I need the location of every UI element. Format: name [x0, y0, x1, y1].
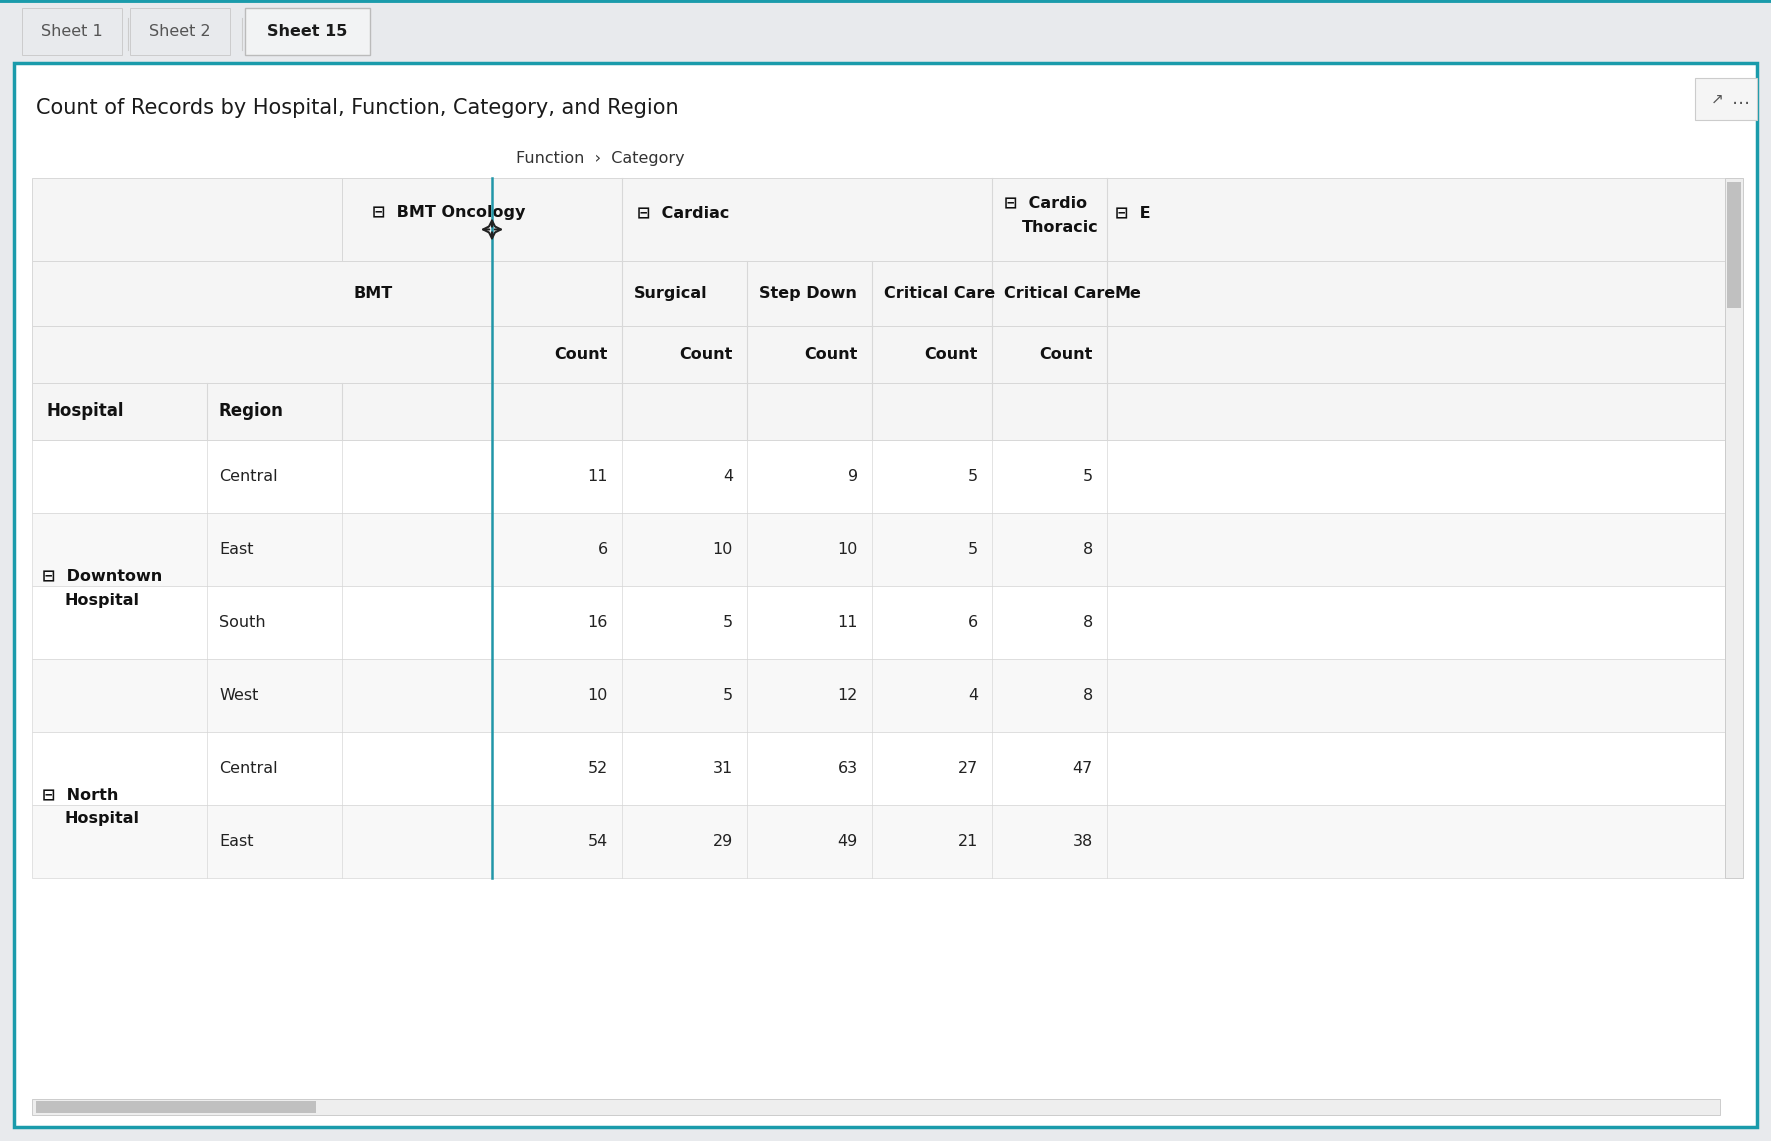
Text: Thoracic: Thoracic	[1022, 220, 1098, 235]
Bar	[32, 178, 342, 261]
Bar	[342, 178, 1725, 261]
Text: West: West	[220, 688, 259, 703]
Text: 6: 6	[599, 542, 607, 557]
Bar	[32, 383, 1725, 440]
Text: Function  ›  Category: Function › Category	[515, 151, 684, 165]
Text: 54: 54	[588, 834, 607, 849]
Bar	[1727, 183, 1741, 308]
Bar	[32, 326, 1725, 383]
Text: 63: 63	[838, 761, 857, 776]
Bar	[0, 0, 1771, 55]
Text: East: East	[220, 834, 253, 849]
Text: 29: 29	[712, 834, 733, 849]
Text: 4: 4	[969, 688, 978, 703]
Text: Critical Care: Critical Care	[1004, 286, 1116, 301]
Text: 52: 52	[588, 761, 607, 776]
Text: 21: 21	[958, 834, 978, 849]
Bar	[1725, 178, 1743, 879]
Text: 5: 5	[969, 542, 978, 557]
Text: ⊟  North: ⊟ North	[43, 787, 119, 802]
Text: Central: Central	[220, 469, 278, 484]
Bar	[32, 733, 1725, 806]
Bar	[32, 1099, 1720, 1115]
Text: ↗: ↗	[1711, 91, 1723, 106]
Text: 5: 5	[723, 615, 733, 630]
Text: 8: 8	[1082, 542, 1093, 557]
Text: 12: 12	[838, 688, 857, 703]
Bar	[1695, 78, 1757, 120]
Text: Sheet 1: Sheet 1	[41, 24, 103, 39]
Text: 47: 47	[1073, 761, 1093, 776]
Text: 8: 8	[1082, 615, 1093, 630]
Text: ⊟  E: ⊟ E	[1116, 205, 1151, 220]
Text: 6: 6	[969, 615, 978, 630]
Text: 11: 11	[838, 615, 857, 630]
Text: 49: 49	[838, 834, 857, 849]
Text: 5: 5	[723, 688, 733, 703]
Text: ⊟  BMT Oncology: ⊟ BMT Oncology	[372, 205, 526, 220]
Text: BMT: BMT	[354, 286, 393, 301]
Text: ⊟  Downtown: ⊟ Downtown	[43, 568, 163, 583]
Text: South: South	[220, 615, 266, 630]
Text: 38: 38	[1073, 834, 1093, 849]
Text: 5: 5	[1082, 469, 1093, 484]
Bar	[244, 8, 370, 55]
Text: 27: 27	[958, 761, 978, 776]
Text: Count of Records by Hospital, Function, Category, and Region: Count of Records by Hospital, Function, …	[35, 98, 678, 118]
Bar	[129, 8, 230, 55]
Text: 4: 4	[723, 469, 733, 484]
Text: ⊟  Cardiac: ⊟ Cardiac	[638, 205, 730, 220]
Bar	[21, 8, 122, 55]
Text: Count: Count	[1040, 347, 1093, 362]
Text: Hospital: Hospital	[64, 811, 138, 826]
Bar	[32, 806, 1725, 879]
Text: 31: 31	[712, 761, 733, 776]
Text: Sheet 2: Sheet 2	[149, 24, 211, 39]
Bar	[32, 440, 1725, 513]
Text: Central: Central	[220, 761, 278, 776]
Text: Region: Region	[220, 403, 283, 421]
Text: Hospital: Hospital	[64, 592, 138, 607]
Text: Count: Count	[804, 347, 857, 362]
Text: Hospital: Hospital	[48, 403, 124, 421]
Bar	[32, 659, 1725, 733]
Text: Count: Count	[924, 347, 978, 362]
Text: 10: 10	[838, 542, 857, 557]
Text: 10: 10	[712, 542, 733, 557]
Bar	[244, 8, 370, 55]
Text: ⊟  Cardio: ⊟ Cardio	[1004, 195, 1087, 210]
Bar	[32, 513, 1725, 586]
Text: 9: 9	[848, 469, 857, 484]
Text: 5: 5	[969, 469, 978, 484]
Text: Surgical: Surgical	[634, 286, 708, 301]
Text: 16: 16	[588, 615, 607, 630]
Text: 8: 8	[1082, 688, 1093, 703]
Text: Step Down: Step Down	[760, 286, 857, 301]
Text: …: …	[1732, 90, 1750, 108]
Bar	[32, 586, 1725, 659]
Text: Sheet 15: Sheet 15	[267, 24, 347, 39]
Bar	[35, 1101, 315, 1112]
Text: 10: 10	[588, 688, 607, 703]
Text: East: East	[220, 542, 253, 557]
Text: Count: Count	[680, 347, 733, 362]
Bar	[32, 261, 1725, 326]
Text: Critical Care: Critical Care	[884, 286, 995, 301]
Text: Count: Count	[554, 347, 607, 362]
Text: Me: Me	[1116, 286, 1142, 301]
Text: 11: 11	[588, 469, 607, 484]
